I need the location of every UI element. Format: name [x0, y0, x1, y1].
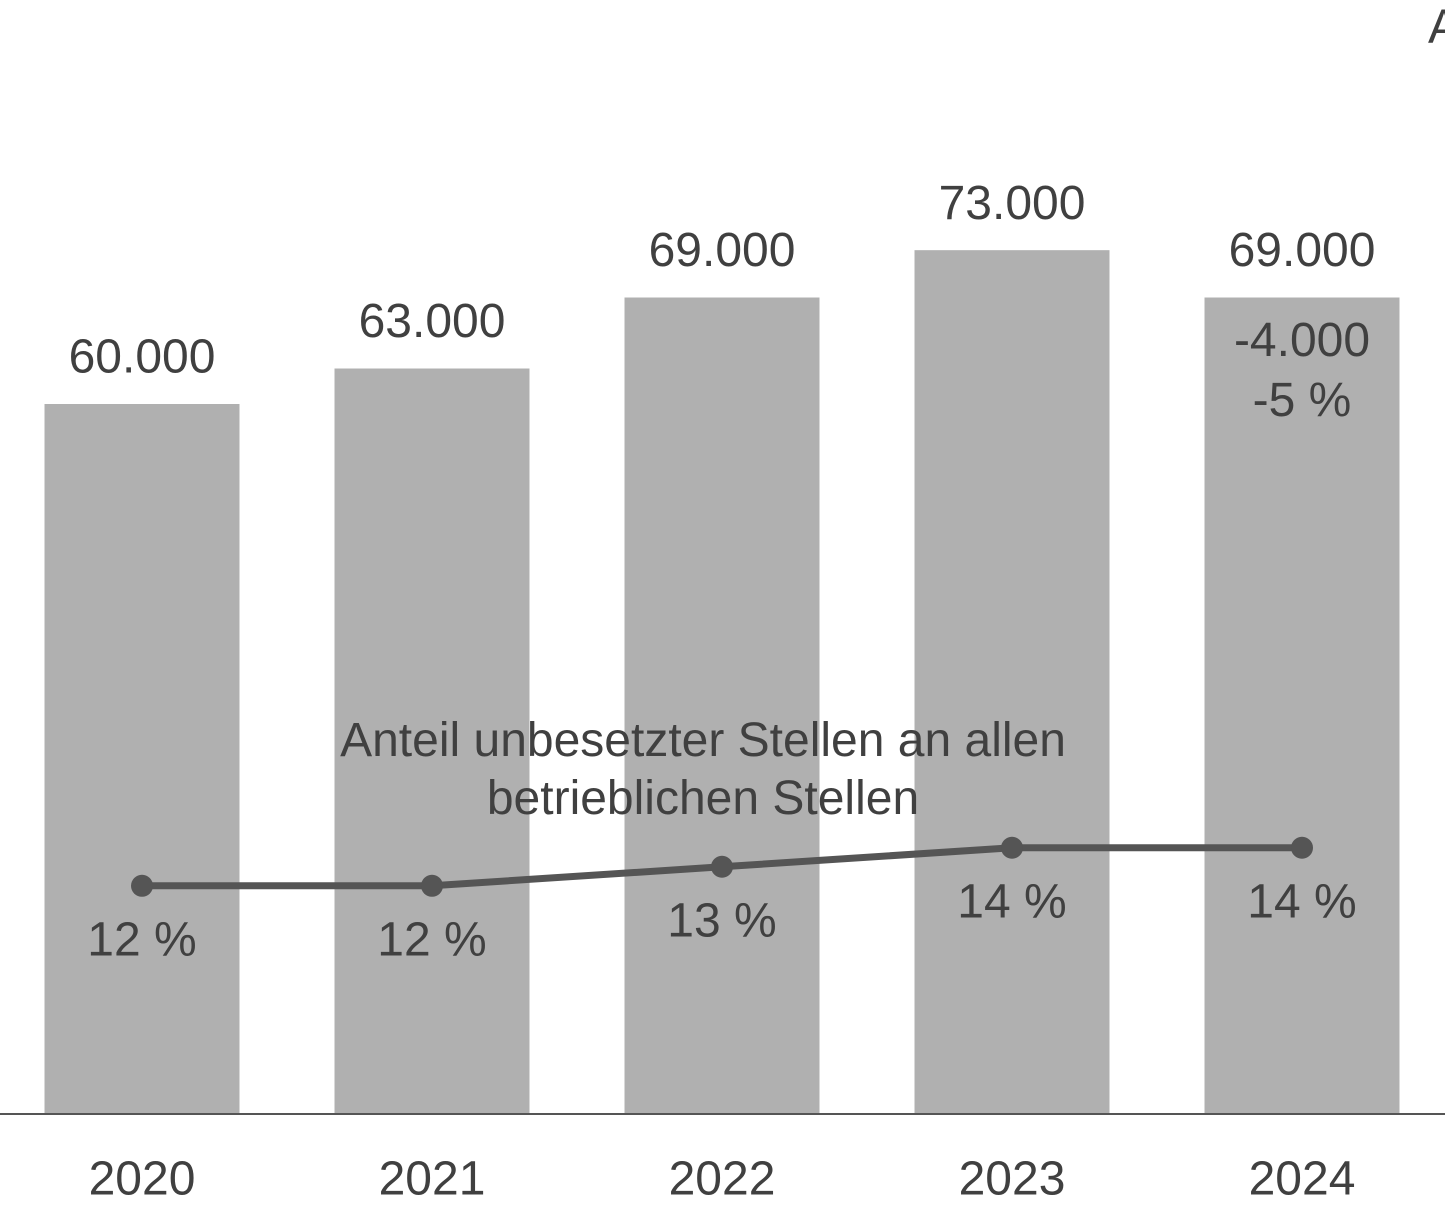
line-point: [1291, 836, 1313, 859]
x-tick-label: 2021: [379, 1153, 486, 1206]
bar: [914, 250, 1110, 1114]
line-value-label: 13 %: [667, 894, 776, 947]
line-point: [421, 874, 443, 897]
line-point: [711, 855, 733, 878]
line-value-label: 12 %: [377, 913, 486, 966]
line-value-label: 14 %: [957, 875, 1066, 928]
line-value-label: 12 %: [87, 913, 196, 966]
annotation: -4.000: [1234, 314, 1370, 367]
line-point: [131, 874, 153, 897]
bar: [624, 297, 820, 1114]
value-label: 63.000: [359, 295, 506, 348]
value-label: 60.000: [69, 331, 216, 384]
x-tick-label: 2023: [959, 1153, 1066, 1206]
bar: [44, 404, 240, 1114]
x-tick-label: 2020: [89, 1153, 196, 1206]
series-label: Anteil unbesetzter Stellen an allen betr…: [340, 714, 1066, 825]
bar: [334, 368, 530, 1114]
value-label: 73.000: [939, 177, 1086, 230]
value-label: 69.000: [649, 224, 796, 277]
x-tick-label: 2022: [669, 1153, 776, 1206]
chart-title: A: [1428, 1, 1445, 54]
annotation: -5 %: [1253, 374, 1352, 427]
line-value-label: 14 %: [1247, 875, 1356, 928]
value-label: 69.000: [1229, 224, 1376, 277]
bar: [1204, 297, 1400, 1114]
line-point: [1001, 836, 1023, 859]
x-tick-label: 2024: [1249, 1153, 1356, 1206]
